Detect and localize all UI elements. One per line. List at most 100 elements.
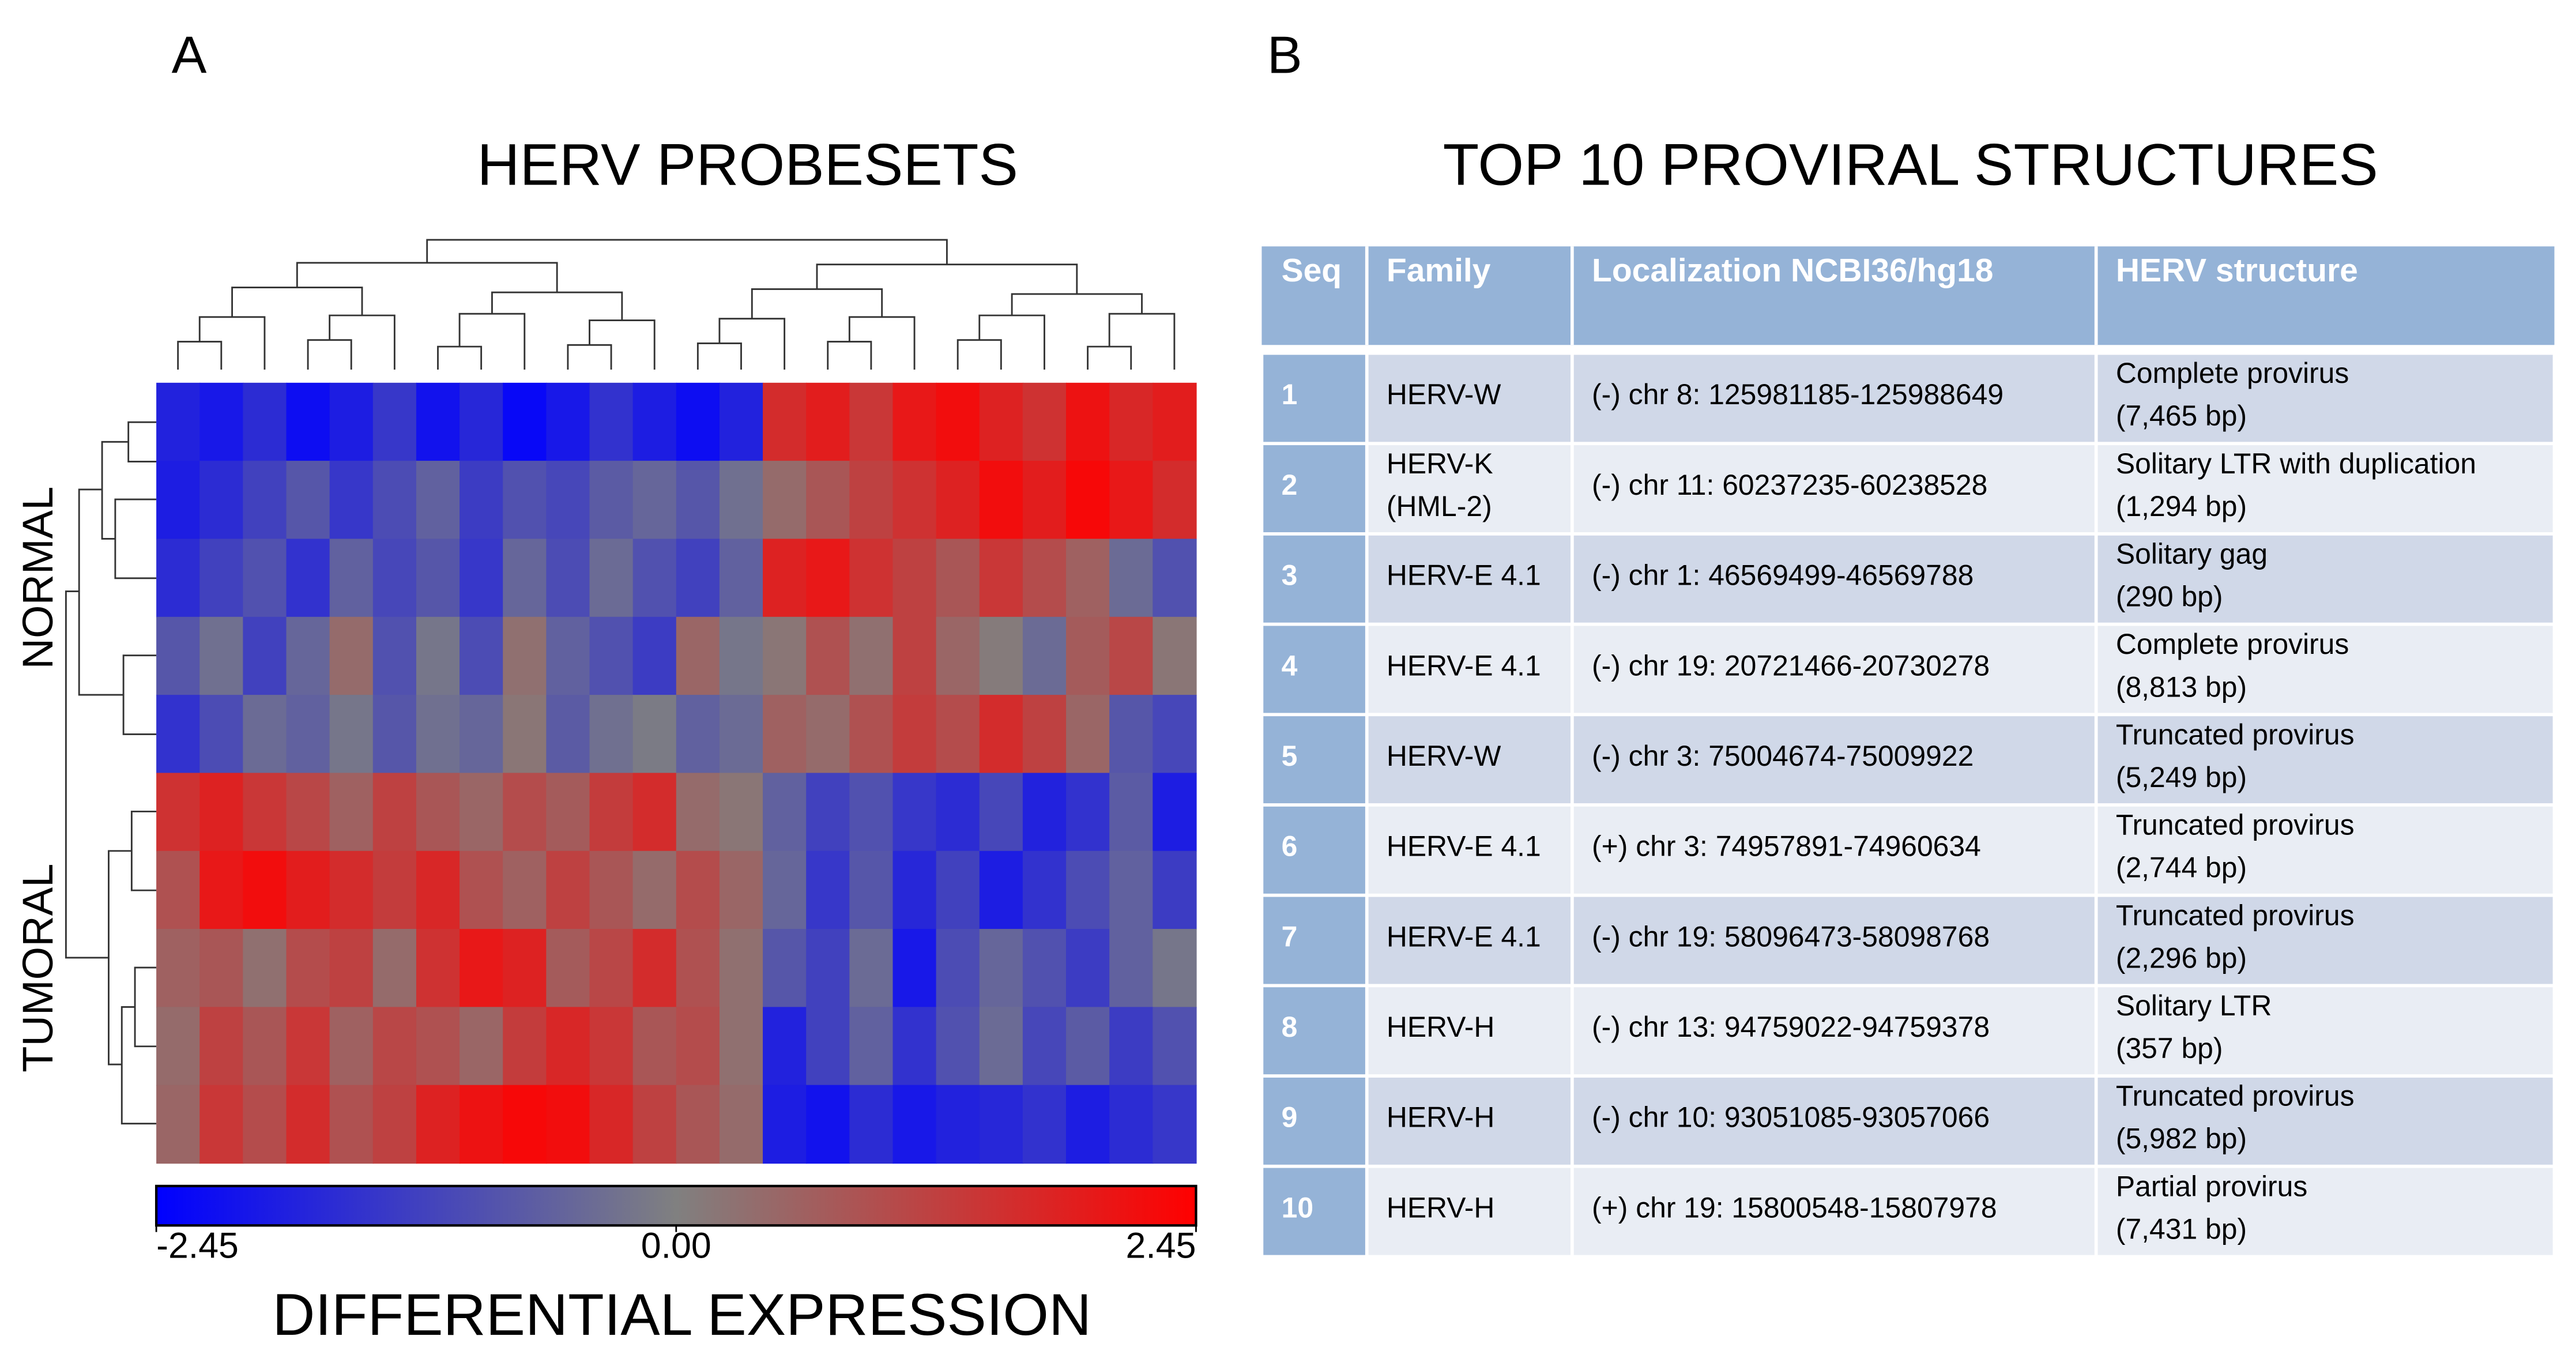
heatmap-cell xyxy=(632,850,677,930)
cell-text: HERV-K xyxy=(1387,447,1493,480)
heatmap-cell xyxy=(286,850,330,930)
heatmap-cell xyxy=(156,1007,201,1086)
heatmap-cell xyxy=(979,382,1024,462)
cell-text: (7,465 bp) xyxy=(2116,400,2247,432)
heatmap-cell xyxy=(719,929,764,1008)
table-cell xyxy=(1368,806,1571,894)
heatmap-cell xyxy=(806,461,850,540)
heatmap-cell xyxy=(589,773,634,852)
heatmap-cell xyxy=(676,695,721,774)
heatmap-cell xyxy=(892,695,937,774)
table-cell xyxy=(1368,535,1571,623)
seq-number: 6 xyxy=(1282,830,1298,863)
heatmap-cell xyxy=(1109,616,1154,696)
heatmap-cell xyxy=(546,461,590,540)
heatmap-cell xyxy=(1022,929,1067,1008)
heatmap-cell xyxy=(1066,850,1110,930)
cell-text: Truncated provirus xyxy=(2116,899,2355,931)
cell-text: Solitary LTR with duplication xyxy=(2116,447,2476,480)
heatmap-cell xyxy=(286,1085,330,1164)
colorbar-tick-label: 2.45 xyxy=(1126,1226,1196,1266)
heatmap-cell xyxy=(199,539,244,618)
cell-text: Solitary gag xyxy=(2116,538,2268,570)
cell-text: (5,249 bp) xyxy=(2116,761,2247,793)
heatmap-cell xyxy=(806,382,850,462)
heatmap-cell xyxy=(416,929,461,1008)
seq-cell xyxy=(1263,355,1365,442)
heatmap-cell xyxy=(676,539,721,618)
heatmap-cell xyxy=(199,1007,244,1086)
heatmap-cell xyxy=(936,695,980,774)
heatmap-cell xyxy=(676,382,721,462)
cell-text: (1,294 bp) xyxy=(2116,490,2247,522)
heatmap-cell xyxy=(329,773,374,852)
heatmap-cell xyxy=(806,616,850,696)
heatmap-cell xyxy=(632,461,677,540)
heatmap-cell xyxy=(286,695,330,774)
heatmap-cell xyxy=(156,773,201,852)
heatmap-cell xyxy=(416,1085,461,1164)
cell-text: (+) chr 19: 15800548-15807978 xyxy=(1592,1191,1997,1224)
heatmap-cell xyxy=(849,695,894,774)
heatmap-cell xyxy=(849,1007,894,1086)
heatmap-cell xyxy=(1109,850,1154,930)
heatmap-cell xyxy=(372,382,417,462)
seq-cell xyxy=(1263,535,1365,623)
cell-text: HERV-E 4.1 xyxy=(1387,830,1541,863)
table-cell xyxy=(2097,897,2553,984)
heatmap-cell xyxy=(372,695,417,774)
heatmap-cell xyxy=(763,461,807,540)
heatmap-cell xyxy=(286,1007,330,1086)
table-cell xyxy=(1573,716,2095,804)
chart-title: HERV PROBESETS xyxy=(477,131,1018,198)
dendrogram-link xyxy=(307,339,352,370)
heatmap-cell xyxy=(460,382,504,462)
heatmap-cell xyxy=(546,539,590,618)
heatmap-cell xyxy=(806,539,850,618)
heatmap-cell xyxy=(243,382,287,462)
heatmap-cell xyxy=(979,1085,1024,1164)
panel-label: A xyxy=(172,26,207,85)
heatmap-cell xyxy=(1022,1085,1067,1164)
heatmap-cell xyxy=(329,850,374,930)
heatmap-cell xyxy=(1153,461,1197,540)
heatmap-cell xyxy=(979,539,1024,618)
heatmap-cell xyxy=(156,850,201,930)
heatmap-cell xyxy=(1153,850,1197,930)
table-title: TOP 10 PROVIRAL STRUCTURES xyxy=(1443,131,2378,198)
table-cell xyxy=(2097,355,2553,442)
table-cell xyxy=(2097,626,2553,713)
seq-cell xyxy=(1263,716,1365,804)
dendrogram-link xyxy=(1108,313,1176,370)
colorbar xyxy=(155,1184,1197,1227)
heatmap-cell xyxy=(806,1085,850,1164)
seq-number: 4 xyxy=(1282,649,1298,682)
heatmap-cell xyxy=(156,461,201,540)
seq-cell xyxy=(1263,1077,1365,1165)
table-cell xyxy=(1368,355,1571,442)
table-header: HERV structure xyxy=(2116,252,2358,289)
heatmap-cell xyxy=(546,616,590,696)
heatmap-cell xyxy=(936,1007,980,1086)
heatmap-cell xyxy=(979,929,1024,1008)
cell-text: Truncated provirus xyxy=(2116,718,2355,751)
heatmap-cell xyxy=(763,539,807,618)
cell-text: (-) chr 8: 125981185-125988649 xyxy=(1592,378,2003,411)
table-cell xyxy=(1573,806,2095,894)
heatmap-cell xyxy=(460,850,504,930)
heatmap-cell xyxy=(1022,850,1067,930)
heatmap-cell xyxy=(849,382,894,462)
heatmap-cell xyxy=(546,695,590,774)
heatmap-cell xyxy=(460,1007,504,1086)
heatmap-cell xyxy=(460,616,504,696)
heatmap-cell xyxy=(1022,616,1067,696)
heatmap-cell xyxy=(546,1085,590,1164)
cell-text: (-) chr 11: 60237235-60238528 xyxy=(1592,469,1987,501)
table-cell xyxy=(2097,806,2553,894)
seq-cell xyxy=(1263,897,1365,984)
colorbar-tick-label: -2.45 xyxy=(156,1226,239,1266)
heatmap-cell xyxy=(806,929,850,1008)
seq-number: 9 xyxy=(1282,1101,1298,1134)
dendrogram-link xyxy=(718,318,786,370)
cell-text: (357 bp) xyxy=(2116,1032,2223,1064)
